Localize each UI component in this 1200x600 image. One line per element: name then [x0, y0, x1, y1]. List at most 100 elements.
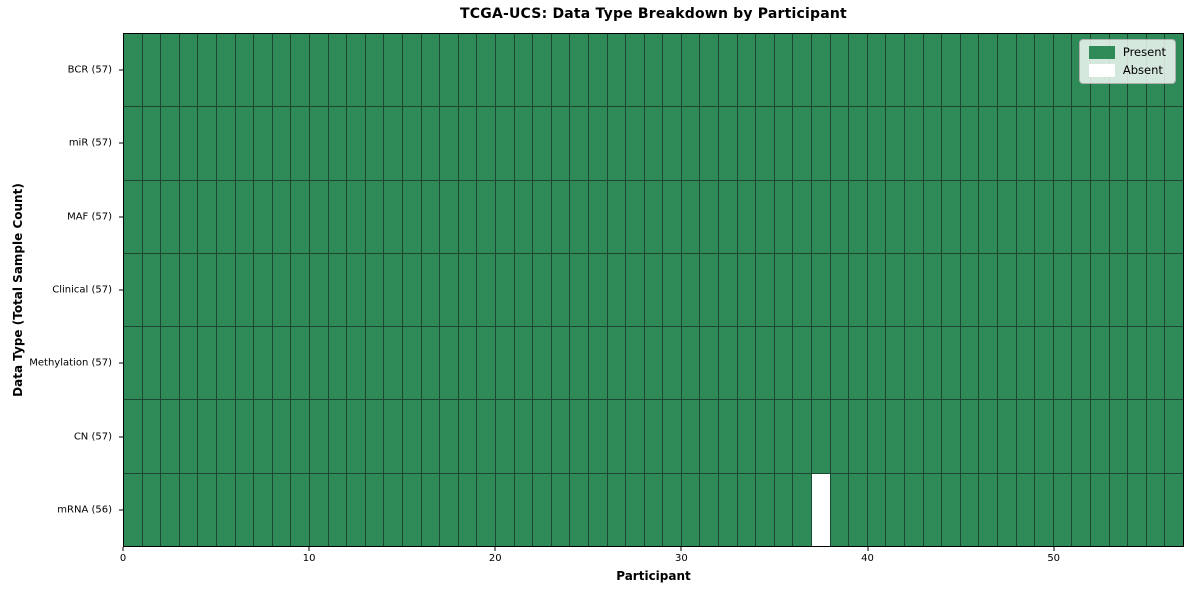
- heatmap-cell: [495, 253, 514, 327]
- heatmap-cell: [830, 327, 849, 400]
- heatmap-cell: [402, 180, 421, 253]
- y-tick-label: miR (57): [68, 137, 112, 149]
- heatmap-cell: [700, 400, 719, 473]
- heatmap-cell: [886, 107, 905, 180]
- heatmap-cell: [886, 34, 905, 107]
- heatmap-cell: [440, 253, 458, 327]
- heatmap-cell: [309, 253, 328, 327]
- heatmap-cell: [663, 107, 681, 180]
- heatmap-cell: [216, 253, 235, 327]
- heatmap-cell: [793, 327, 812, 400]
- heatmap-cell: [607, 473, 626, 546]
- heatmap-cell: [328, 180, 347, 253]
- heatmap-cell: [124, 107, 142, 180]
- heatmap-cell: [588, 327, 607, 400]
- heatmap-cell: [774, 400, 793, 473]
- heatmap-cell: [960, 473, 979, 546]
- heatmap-cell: [458, 34, 477, 107]
- legend: Present Absent: [1078, 39, 1176, 84]
- heatmap-cell: [719, 327, 737, 400]
- heatmap-cell: [812, 34, 830, 107]
- heatmap-cell: [198, 473, 216, 546]
- heatmap-cell: [533, 327, 551, 400]
- heatmap-cell: [477, 34, 495, 107]
- heatmap-cell: [1128, 473, 1146, 546]
- heatmap-cell: [719, 107, 737, 180]
- heatmap-cell: [272, 400, 291, 473]
- x-axis-ticks: 0 10 20 30 40 50: [120, 547, 1184, 569]
- heatmap-cell: [626, 34, 644, 107]
- heatmap-cell: [161, 400, 179, 473]
- heatmap-cell: [979, 34, 998, 107]
- heatmap-cell: [347, 253, 365, 327]
- heatmap-cell: [700, 180, 719, 253]
- heatmap-cell: [328, 327, 347, 400]
- y-tick-mark: [119, 142, 123, 144]
- heatmap-cell: [774, 327, 793, 400]
- heatmap-cell: [570, 327, 588, 400]
- heatmap-cell: [347, 34, 365, 107]
- heatmap-cell: [235, 180, 254, 253]
- heatmap-cell: [812, 253, 830, 327]
- heatmap-cell: [1072, 180, 1091, 253]
- heatmap-cell: [849, 107, 867, 180]
- heatmap-cell: [756, 180, 774, 253]
- y-tick-mark: [119, 362, 123, 364]
- heatmap-cell: [1016, 327, 1035, 400]
- heatmap-cell: [681, 473, 700, 546]
- heatmap-cell: [644, 107, 663, 180]
- heatmap-cell: [681, 253, 700, 327]
- heatmap-cell: [402, 327, 421, 400]
- heatmap-cell: [942, 400, 960, 473]
- heatmap-cell: [1053, 253, 1072, 327]
- heatmap-cell: [960, 34, 979, 107]
- heatmap-cell: [1146, 327, 1165, 400]
- heatmap-cell: [477, 327, 495, 400]
- heatmap-cell: [384, 327, 402, 400]
- heatmap-cell: [737, 107, 756, 180]
- heatmap-cell: [774, 180, 793, 253]
- heatmap-cell: [347, 473, 365, 546]
- plot-area: Present Absent: [123, 33, 1184, 547]
- heatmap-cell: [309, 34, 328, 107]
- heatmap-cell: [124, 180, 142, 253]
- heatmap-cell: [254, 34, 272, 107]
- heatmap-cell: [216, 107, 235, 180]
- y-tick-mark: [119, 436, 123, 438]
- heatmap-cell: [1091, 107, 1109, 180]
- heatmap-cell: [588, 107, 607, 180]
- heatmap-cell: [124, 327, 142, 400]
- legend-label: Absent: [1122, 62, 1163, 77]
- heatmap-cell: [681, 180, 700, 253]
- heatmap-cell: [384, 34, 402, 107]
- heatmap-cell: [551, 180, 570, 253]
- heatmap-cell: [347, 327, 365, 400]
- heatmap-cell: [1072, 107, 1091, 180]
- heatmap-cell: [328, 253, 347, 327]
- heatmap-cell: [998, 473, 1016, 546]
- heatmap-cell: [1109, 107, 1128, 180]
- heatmap-cell: [1053, 400, 1072, 473]
- heatmap-cell: [272, 34, 291, 107]
- heatmap-cell: [179, 327, 198, 400]
- heatmap-cell: [756, 34, 774, 107]
- heatmap-cell: [328, 473, 347, 546]
- heatmap-cell: [867, 107, 886, 180]
- heatmap-cell: [886, 253, 905, 327]
- legend-swatch-icon: [1088, 64, 1115, 77]
- x-tick-mark: [867, 547, 869, 551]
- heatmap-cell: [737, 400, 756, 473]
- heatmap-cell: [626, 473, 644, 546]
- heatmap-cell: [979, 327, 998, 400]
- heatmap-cell: [1072, 327, 1091, 400]
- heatmap-cell: [291, 34, 309, 107]
- heatmap-cell: [979, 473, 998, 546]
- heatmap-cell: [849, 180, 867, 253]
- heatmap-cell: [142, 107, 161, 180]
- heatmap-cell: [477, 180, 495, 253]
- heatmap-cell-absent: [812, 473, 830, 546]
- y-axis-ticks: BCR (57) miR (57) MAF (57) Clinical (57) Met…: [0, 33, 123, 547]
- heatmap-cell: [216, 400, 235, 473]
- heatmap-cell: [737, 327, 756, 400]
- heatmap-cell: [514, 253, 533, 327]
